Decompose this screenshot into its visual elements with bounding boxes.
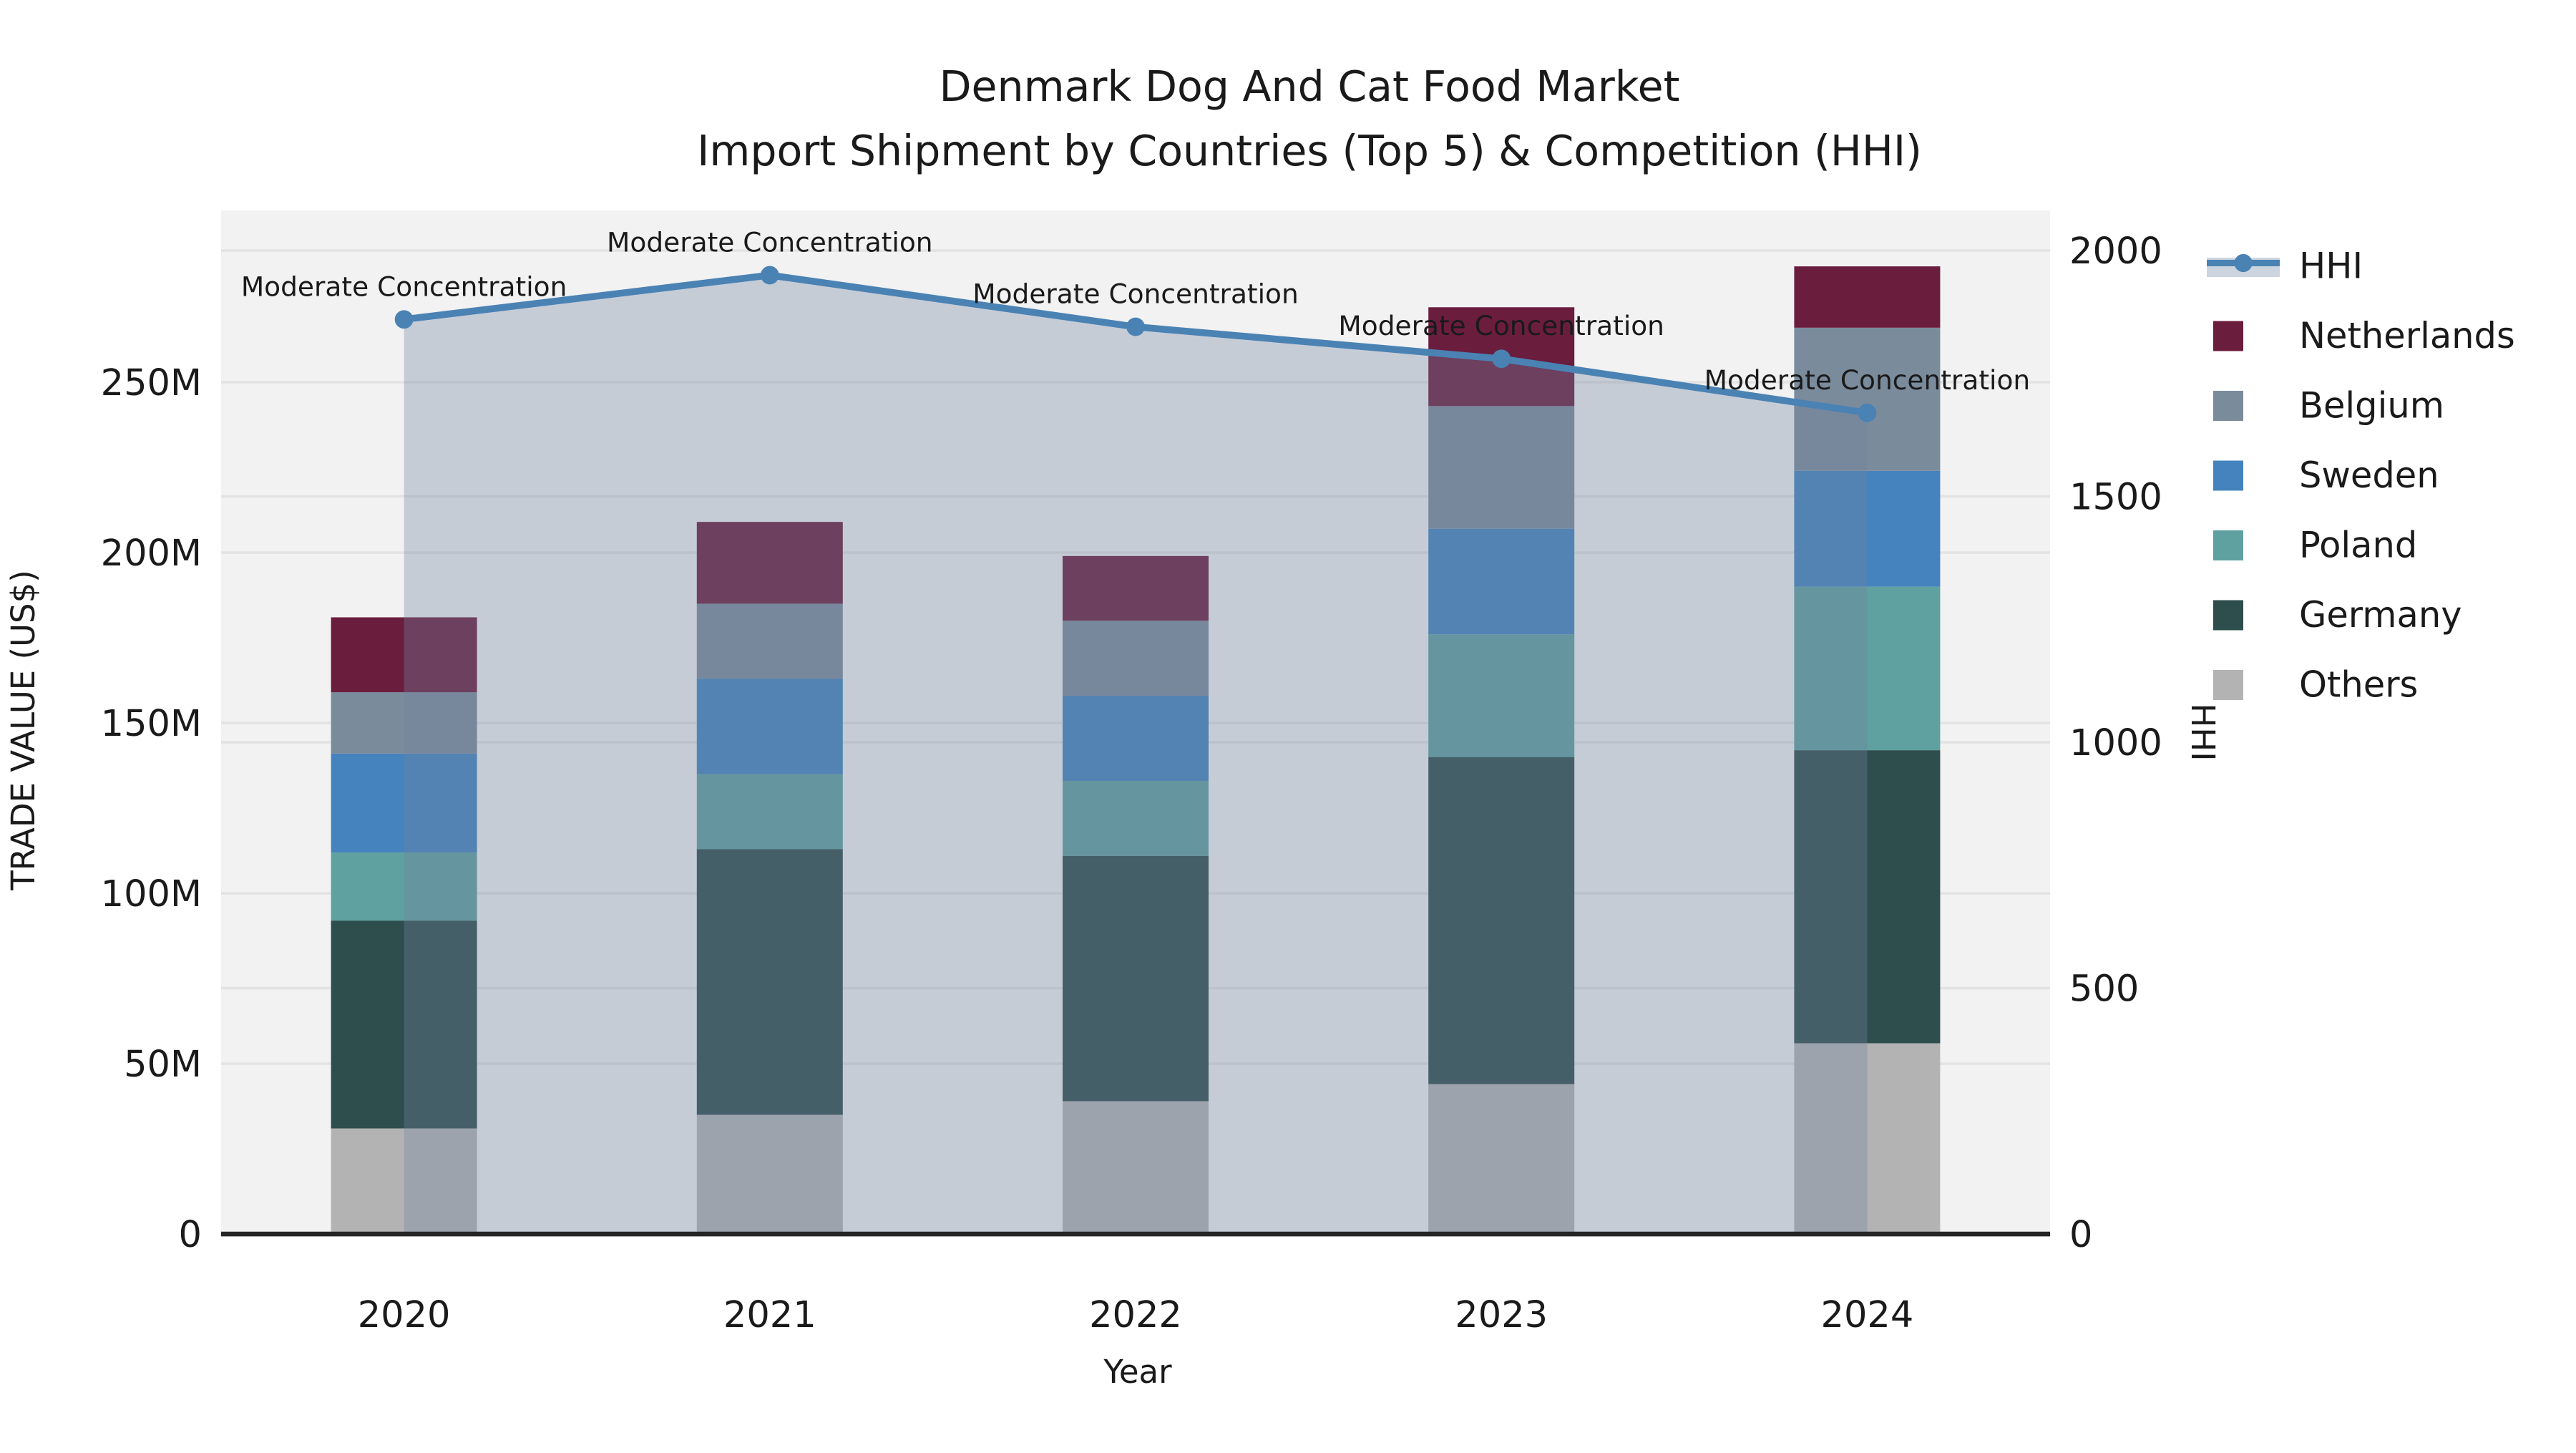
y-left-tick-0: 0 xyxy=(179,1214,202,1256)
legend-swatch-netherlands xyxy=(2213,321,2243,351)
legend-item-germany: Germany xyxy=(2213,594,2462,636)
legend-label-sweden: Sweden xyxy=(2299,455,2439,496)
x-tick-2024: 2024 xyxy=(1821,1294,1914,1336)
bar-segment-2024-germany xyxy=(1794,750,1941,1044)
bar-segment-2022-sweden xyxy=(1063,695,1209,781)
plot-layer: Moderate Concentration Moderate Concentra… xyxy=(101,210,2162,1336)
legend-label-others: Others xyxy=(2299,664,2418,706)
legend-label-poland: Poland xyxy=(2299,525,2417,566)
y-right-tick-500: 500 xyxy=(2069,968,2139,1011)
hhi-marker-2020 xyxy=(394,310,414,329)
bar-segment-2021-sweden xyxy=(696,679,843,774)
hhi-marker-legend-symbol xyxy=(2234,253,2253,273)
y-right-tick-0: 0 xyxy=(2069,1214,2092,1256)
bar-segment-2023-belgium xyxy=(1428,406,1575,529)
y-left-tick-150M: 150M xyxy=(101,703,202,745)
legend-label-hhi: HHI xyxy=(2299,246,2363,287)
hhi-marker-2024 xyxy=(1858,403,1877,422)
bar-segment-2023-poland xyxy=(1428,634,1575,757)
x-tick-2020: 2020 xyxy=(358,1294,451,1336)
bar-segment-2023-germany xyxy=(1428,757,1575,1084)
legend-item-belgium: Belgium xyxy=(2213,385,2444,427)
bar-segment-2022-germany xyxy=(1063,855,1209,1102)
y-left-tick-250M: 250M xyxy=(101,362,202,404)
legend: HHI Netherlands Belgium Sweden Poland Germany… xyxy=(2207,246,2515,706)
y-left-tick-50M: 50M xyxy=(124,1044,202,1086)
bar-segment-2021-netherlands xyxy=(696,522,843,604)
bar-segment-2020-belgium xyxy=(331,692,477,754)
legend-label-germany: Germany xyxy=(2299,594,2462,636)
x-tick-2023: 2023 xyxy=(1455,1294,1548,1336)
y-right-tick-1500: 1500 xyxy=(2069,477,2162,519)
bar-segment-2021-poland xyxy=(696,774,843,850)
bar-segment-2022-netherlands xyxy=(1063,555,1209,621)
annotation-2023: Moderate Concentration xyxy=(1338,310,1664,341)
annotation-2022: Moderate Concentration xyxy=(972,278,1299,310)
x-tick-2022: 2022 xyxy=(1089,1294,1182,1336)
bar-segment-2022-poland xyxy=(1063,780,1209,856)
y-right-tick-2000: 2000 xyxy=(2069,230,2162,273)
bar-segment-2022-belgium xyxy=(1063,621,1209,696)
bar-segment-2023-sweden xyxy=(1428,528,1575,635)
annotation-2020: Moderate Concentration xyxy=(241,271,567,302)
x-tick-2021: 2021 xyxy=(723,1294,816,1336)
hhi-area-fill xyxy=(404,275,1868,1235)
chart-title-line2: Import Shipment by Countries (Top 5) & C… xyxy=(697,127,1922,175)
annotation-2024: Moderate Concentration xyxy=(1704,364,2031,396)
bar-segment-2020-poland xyxy=(331,852,477,921)
bar-segment-2021-others xyxy=(696,1114,843,1235)
bar-segment-2024-poland xyxy=(1794,586,1941,751)
legend-item-sweden: Sweden xyxy=(2213,455,2439,496)
bar-segment-2024-netherlands xyxy=(1794,266,1941,328)
legend-item-poland: Poland xyxy=(2213,525,2417,566)
y-axis-label-right: HHI xyxy=(2184,704,2222,762)
legend-item-hhi: HHI xyxy=(2207,246,2363,287)
bar-segment-2022-others xyxy=(1063,1101,1209,1235)
legend-swatch-others xyxy=(2213,670,2243,700)
y-axis-label-left: TRADE VALUE (US$) xyxy=(4,570,42,891)
legend-item-others: Others xyxy=(2213,664,2418,706)
y-left-tick-100M: 100M xyxy=(101,873,202,915)
legend-swatch-germany xyxy=(2213,600,2243,631)
bar-segment-2021-belgium xyxy=(696,603,843,679)
legend-label-netherlands: Netherlands xyxy=(2299,315,2515,356)
legend-item-netherlands: Netherlands xyxy=(2213,315,2515,356)
y-right-tick-1000: 1000 xyxy=(2069,722,2162,764)
hhi-marker-2021 xyxy=(760,266,779,285)
annotation-2021: Moderate Concentration xyxy=(607,226,933,258)
bar-segment-2021-germany xyxy=(696,849,843,1115)
x-axis-label: Year xyxy=(1103,1353,1172,1391)
legend-swatch-sweden xyxy=(2213,460,2243,491)
bar-segment-2020-others xyxy=(331,1128,477,1235)
bar-segment-2024-sweden xyxy=(1794,470,1941,587)
bar-segment-2020-sweden xyxy=(331,753,477,852)
legend-swatch-poland xyxy=(2213,530,2243,560)
y-left-tick-200M: 200M xyxy=(101,533,202,575)
bar-segment-2023-others xyxy=(1428,1084,1575,1235)
legend-label-belgium: Belgium xyxy=(2299,385,2444,427)
chart-title-line1: Denmark Dog And Cat Food Market xyxy=(939,62,1679,111)
hhi-marker-2022 xyxy=(1126,317,1145,336)
hhi-marker-2023 xyxy=(1492,349,1511,369)
bar-segment-2020-germany xyxy=(331,920,477,1129)
bar-segment-2020-netherlands xyxy=(331,617,477,693)
bar-segment-2024-others xyxy=(1794,1043,1941,1235)
bar-segment-2024-belgium xyxy=(1794,327,1941,471)
legend-swatch-belgium xyxy=(2213,391,2243,421)
